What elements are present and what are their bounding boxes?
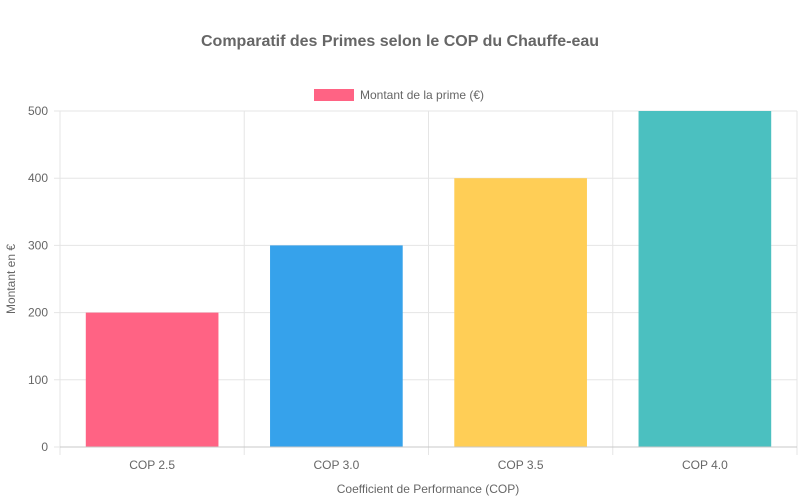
y-tick-label: 100 xyxy=(28,373,48,387)
bar[interactable] xyxy=(85,312,219,447)
y-axis-title: Montant en € xyxy=(4,244,18,314)
y-tick-labels: 0 100 200 300 400 500 xyxy=(28,104,48,454)
bar[interactable] xyxy=(270,245,403,447)
x-tick-labels: COP 2.5 COP 3.0 COP 3.5 COP 4.0 xyxy=(129,458,728,472)
y-tick-label: 200 xyxy=(28,306,48,320)
x-tick-label: COP 3.5 xyxy=(498,458,544,472)
chart-title: Comparatif des Primes selon le COP du Ch… xyxy=(201,33,599,50)
y-tick-label: 300 xyxy=(28,238,48,252)
bars xyxy=(85,111,772,447)
legend[interactable]: Montant de la prime (€) xyxy=(314,88,484,102)
bar[interactable] xyxy=(454,178,587,447)
x-tick-label: COP 3.0 xyxy=(313,458,359,472)
legend-swatch xyxy=(314,89,354,101)
y-tick-label: 0 xyxy=(41,440,48,454)
x-tick-label: COP 2.5 xyxy=(129,458,175,472)
y-tick-label: 500 xyxy=(28,104,48,118)
bar[interactable] xyxy=(638,111,772,447)
x-tick-label: COP 4.0 xyxy=(682,458,728,472)
x-axis-title: Coefficient de Performance (COP) xyxy=(337,482,520,496)
y-tick-label: 400 xyxy=(28,171,48,185)
legend-label: Montant de la prime (€) xyxy=(360,88,484,102)
